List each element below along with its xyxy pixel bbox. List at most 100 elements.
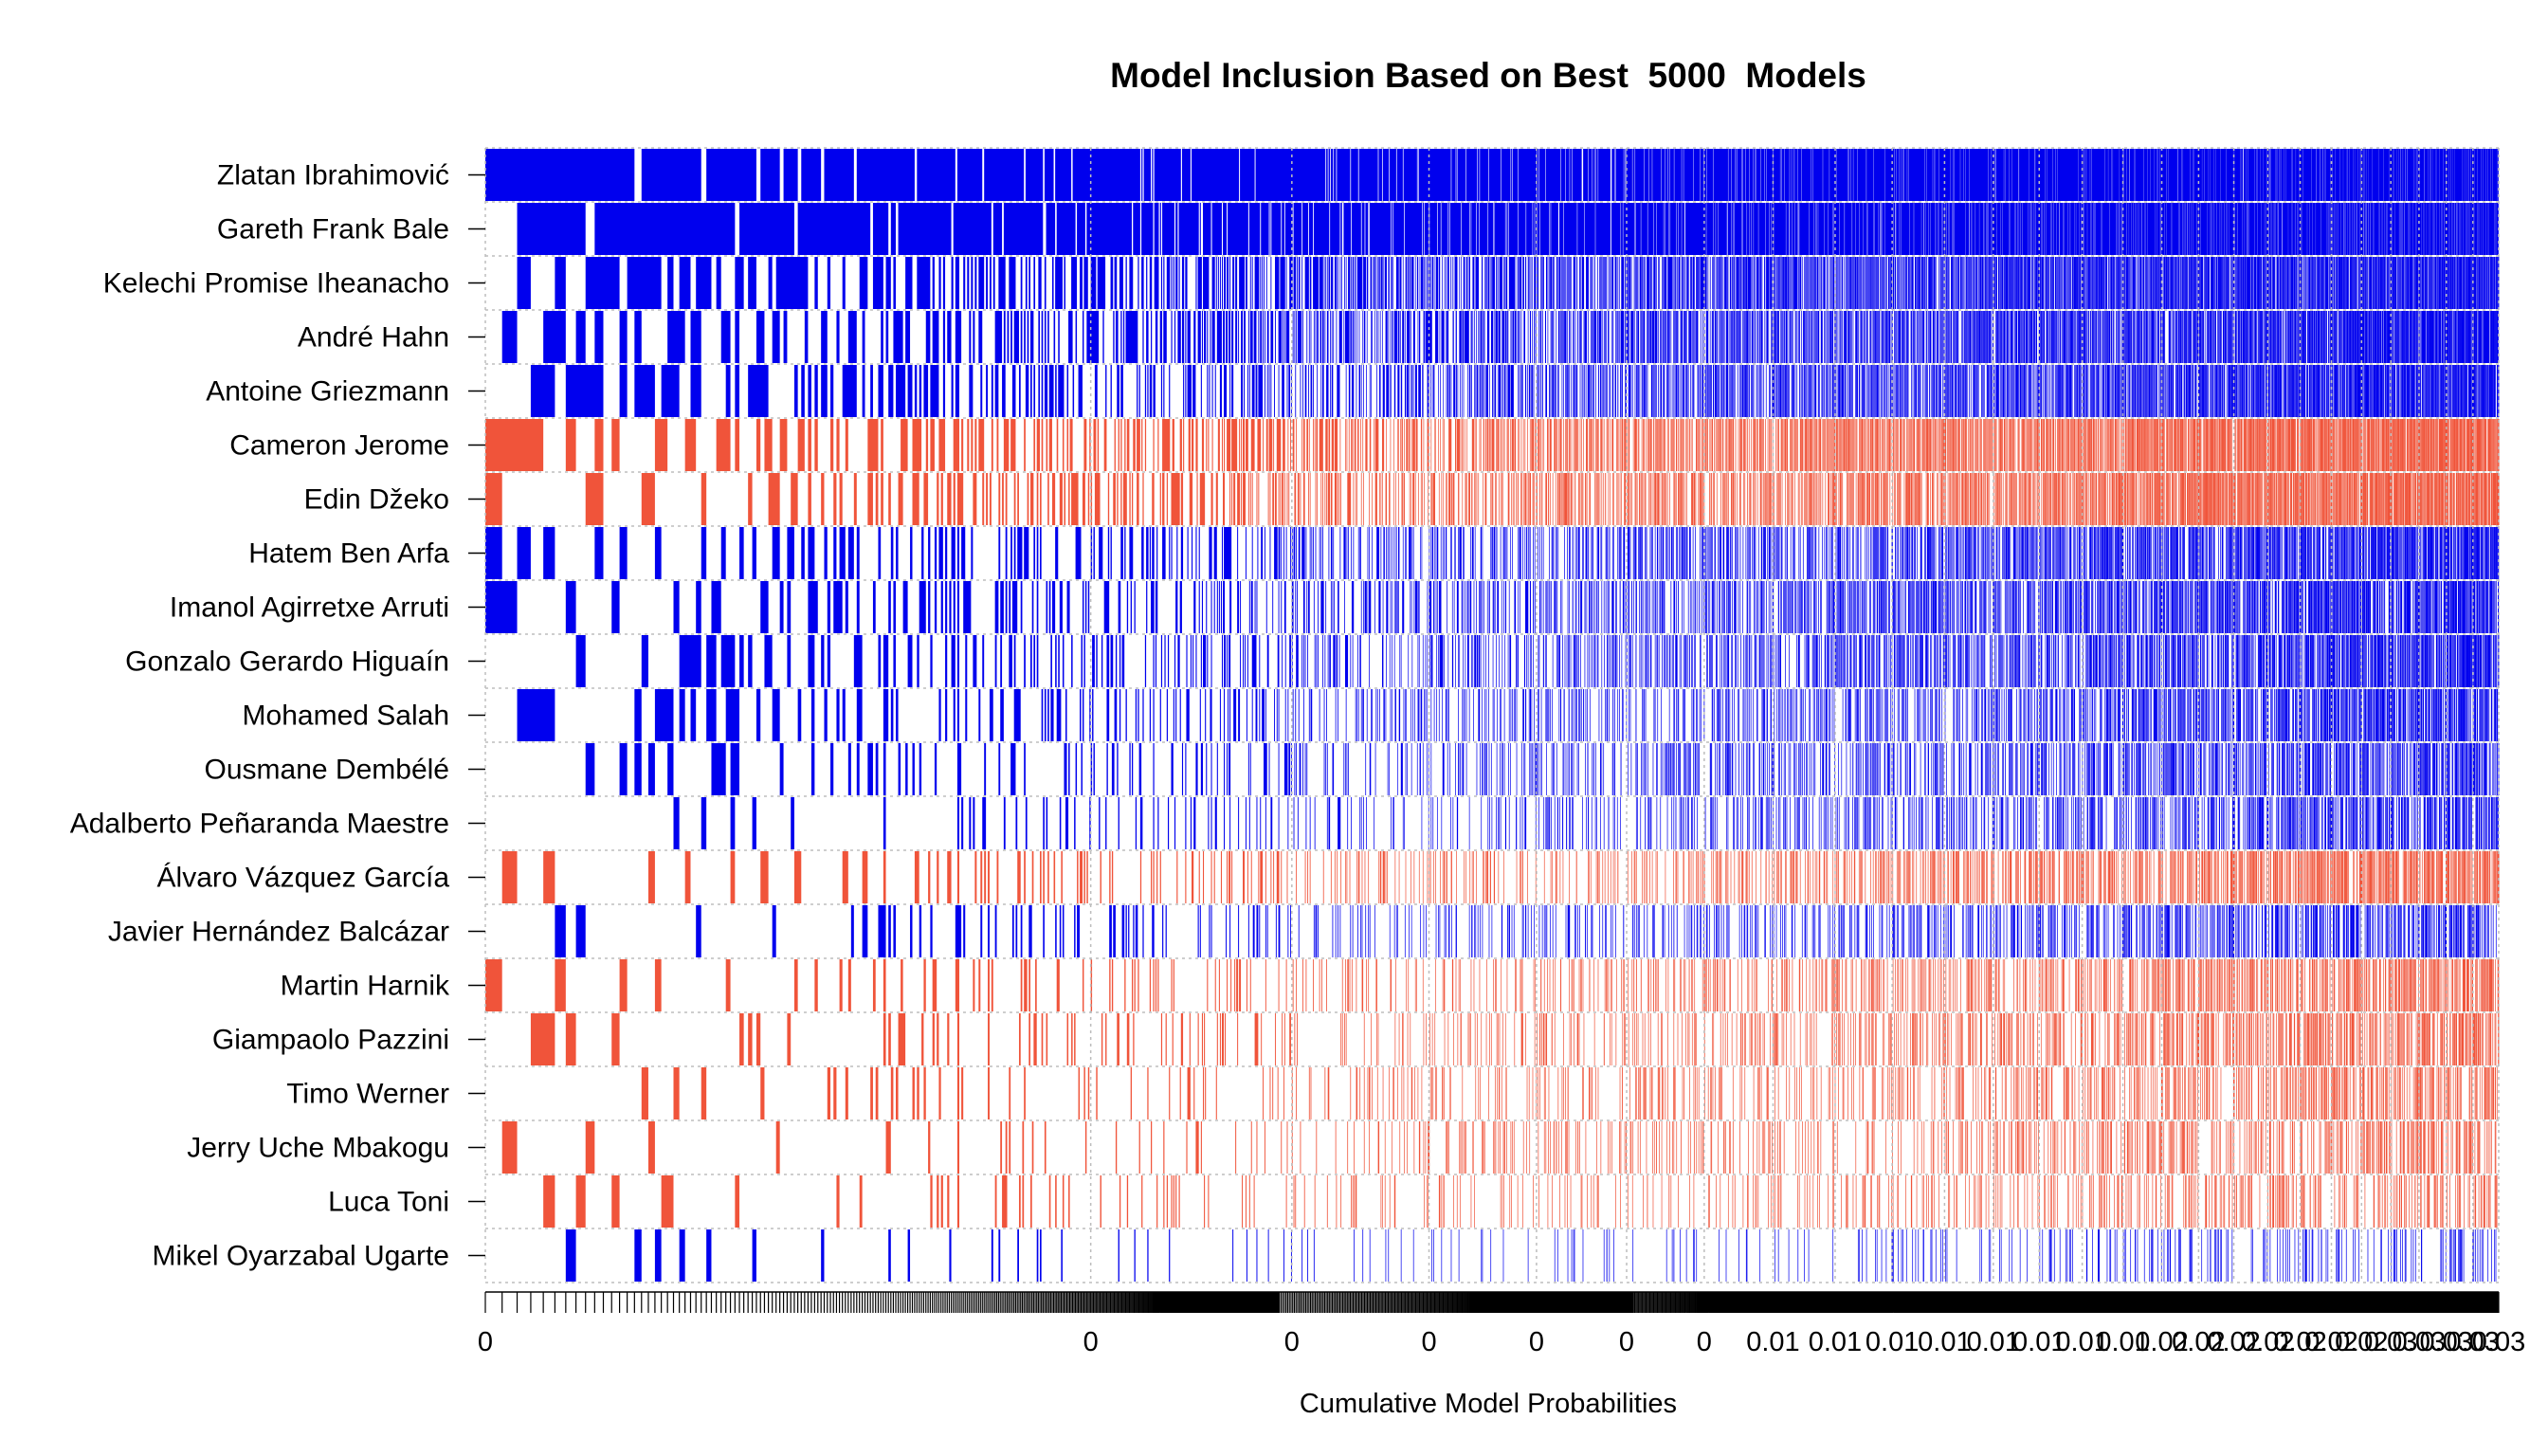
inclusion-cell <box>2108 149 2112 201</box>
inclusion-cell <box>1697 365 1699 417</box>
inclusion-cell <box>1117 365 1119 417</box>
inclusion-cell <box>2464 365 2466 417</box>
inclusion-cell <box>2443 311 2445 363</box>
inclusion-cell <box>2263 149 2265 201</box>
inclusion-cell <box>1793 149 1795 201</box>
inclusion-cell <box>2095 311 2096 363</box>
inclusion-cell <box>1688 311 1689 363</box>
inclusion-cell <box>2352 203 2355 255</box>
inclusion-cell <box>2202 149 2205 201</box>
inclusion-cell <box>1934 149 1936 201</box>
inclusion-cell <box>1556 419 1557 471</box>
inclusion-cell <box>1844 257 1846 309</box>
inclusion-cell <box>1239 257 1245 309</box>
inclusion-cell <box>2169 311 2171 363</box>
inclusion-cell <box>2325 311 2327 363</box>
inclusion-cell <box>1554 257 1556 309</box>
inclusion-cell <box>2011 311 2012 363</box>
inclusion-cell <box>2477 149 2482 201</box>
inclusion-cell <box>2150 149 2155 201</box>
inclusion-cell <box>2412 365 2414 417</box>
inclusion-cell <box>1642 365 1644 417</box>
inclusion-cell <box>1653 419 1654 471</box>
inclusion-cell <box>1423 311 1425 363</box>
inclusion-cell <box>2332 365 2333 417</box>
inclusion-cell <box>2008 365 2010 417</box>
inclusion-cell <box>1978 257 1980 309</box>
inclusion-cell <box>2405 311 2407 363</box>
inclusion-cell <box>2214 203 2217 255</box>
inclusion-cell <box>2479 365 2480 417</box>
inclusion-cell <box>2211 257 2212 309</box>
inclusion-cell <box>1206 419 1208 471</box>
inclusion-cell <box>2073 311 2075 363</box>
inclusion-cell <box>1783 365 1784 417</box>
inclusion-cell <box>1866 311 1868 363</box>
inclusion-cell <box>1476 203 1480 255</box>
inclusion-cell <box>1935 311 1937 363</box>
inclusion-cell <box>986 365 989 417</box>
inclusion-cell <box>1984 257 1986 309</box>
inclusion-cell <box>2226 203 2228 255</box>
inclusion-cell <box>585 257 620 309</box>
inclusion-cell <box>2157 203 2160 255</box>
inclusion-cell <box>1538 311 1539 363</box>
inclusion-cell <box>2487 365 2488 417</box>
inclusion-cell <box>1606 365 1607 417</box>
inclusion-cell <box>1192 419 1194 471</box>
inclusion-cell <box>2237 311 2239 363</box>
inclusion-cell <box>1386 419 1388 471</box>
inclusion-cell <box>2126 203 2129 255</box>
inclusion-cell <box>1940 311 1942 363</box>
inclusion-cell <box>1435 311 1439 363</box>
inclusion-cell <box>2249 203 2251 255</box>
inclusion-cell <box>2185 203 2188 255</box>
inclusion-cell <box>2116 311 2118 363</box>
inclusion-cell <box>1558 257 1561 309</box>
inclusion-cell <box>2185 311 2187 363</box>
inclusion-cell <box>1872 311 1874 363</box>
inclusion-cell <box>2105 311 2107 363</box>
inclusion-cell <box>2044 311 2046 363</box>
inclusion-cell <box>1760 257 1762 309</box>
inclusion-cell <box>1495 365 1497 417</box>
inclusion-cell <box>2128 257 2130 309</box>
inclusion-cell <box>2212 257 2214 309</box>
inclusion-cell <box>2275 203 2276 255</box>
inclusion-cell <box>2400 149 2403 201</box>
inclusion-cell <box>2060 311 2062 363</box>
inclusion-cell <box>1474 419 1476 471</box>
inclusion-cell <box>2367 365 2369 417</box>
inclusion-cell <box>1515 311 1517 363</box>
inclusion-cell <box>2249 257 2250 309</box>
inclusion-cell <box>1673 365 1675 417</box>
inclusion-cell <box>2350 365 2352 417</box>
inclusion-cell <box>1537 203 1540 255</box>
inclusion-cell <box>1833 311 1835 363</box>
inclusion-cell <box>2296 365 2298 417</box>
inclusion-cell <box>1975 257 1976 309</box>
inclusion-cell <box>1258 311 1260 363</box>
inclusion-cell <box>1826 419 1828 471</box>
inclusion-cell <box>1824 311 1825 363</box>
inclusion-cell <box>1290 365 1292 417</box>
inclusion-cell <box>2240 311 2242 363</box>
inclusion-cell <box>971 419 974 471</box>
inclusion-cell <box>1453 257 1455 309</box>
inclusion-cell <box>1376 365 1377 417</box>
inclusion-cell <box>2016 365 2018 417</box>
inclusion-cell <box>2020 311 2022 363</box>
inclusion-cell <box>2430 203 2433 255</box>
inclusion-cell <box>2329 257 2330 309</box>
inclusion-cell <box>1774 311 1776 363</box>
inclusion-cell <box>2249 257 2251 309</box>
inclusion-cell <box>1651 257 1653 309</box>
inclusion-cell <box>1936 365 1938 417</box>
inclusion-cell <box>2210 203 2211 255</box>
inclusion-cell <box>2044 203 2046 255</box>
inclusion-cell <box>1954 311 1956 363</box>
inclusion-cell <box>2244 311 2246 363</box>
inclusion-cell <box>2010 203 2015 255</box>
inclusion-cell <box>1078 365 1083 417</box>
inclusion-cell <box>2444 257 2446 309</box>
